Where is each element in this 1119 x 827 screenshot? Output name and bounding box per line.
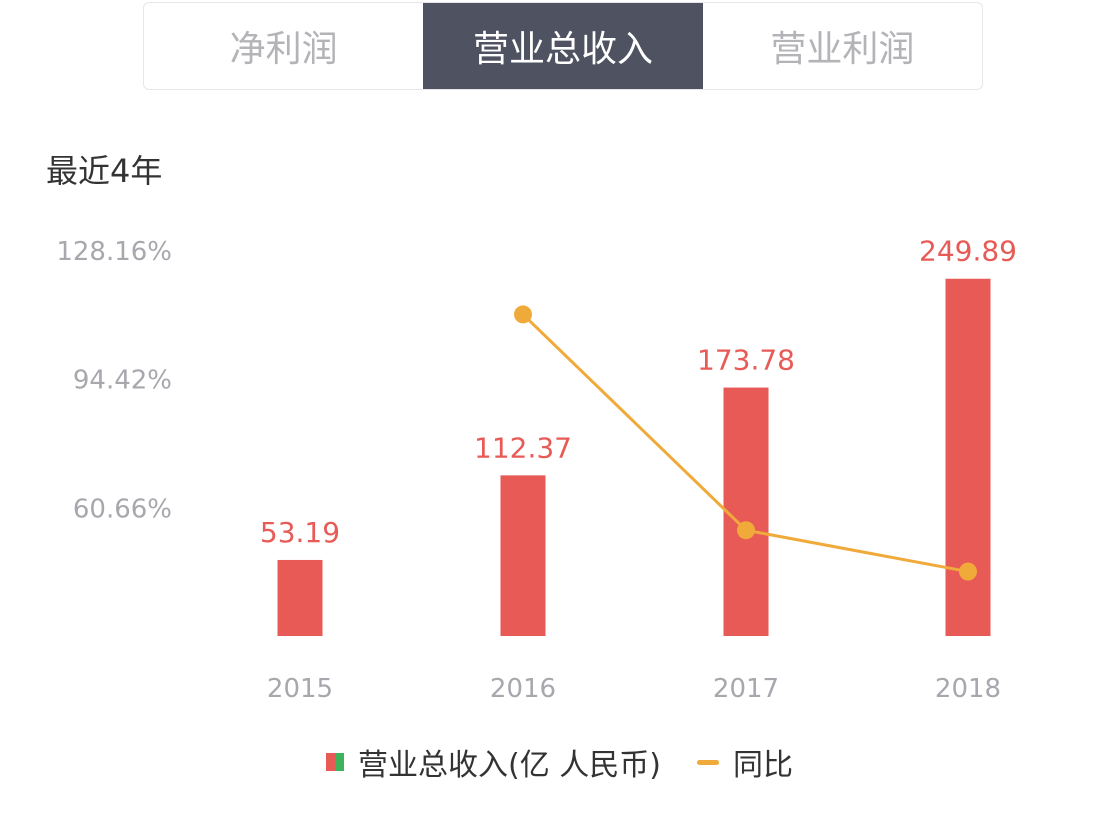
bar-swatch-icon <box>326 753 345 771</box>
line-swatch-icon <box>696 759 719 765</box>
x-axis-tick-label: 2015 <box>267 674 333 704</box>
bar-value-label: 53.19 <box>260 516 340 549</box>
revenue-bar <box>945 278 991 636</box>
legend-item-yoy: 同比 <box>661 740 793 784</box>
tab-net-profit[interactable]: 净利润 <box>229 29 338 70</box>
x-axis-tick-label: 2018 <box>935 674 1001 704</box>
revenue-chart: 60.66% 94.42% 128.16% 53.19 2015 112.37 2016 17… <box>56 235 1017 704</box>
yoy-point <box>959 562 977 581</box>
percent-axis-tick-label: 128.16% <box>56 237 172 267</box>
revenue-bar <box>277 559 323 636</box>
revenue-bar <box>723 387 769 636</box>
yoy-point <box>514 305 532 324</box>
bar-value-label: 112.37 <box>474 431 572 464</box>
x-axis-tick-label: 2016 <box>490 674 556 704</box>
chart-legend: 营业总收入(亿 人民币) 同比 <box>0 737 1119 787</box>
legend-label-revenue: 营业总收入(亿 人民币) <box>358 748 661 783</box>
bar-value-label: 173.78 <box>697 344 795 377</box>
bar-value-label: 249.89 <box>919 235 1017 268</box>
percent-axis-tick-label: 94.42% <box>73 366 172 396</box>
revenue-bar <box>500 475 546 636</box>
metric-tabs: 净利润 营业总收入 营业利润 <box>143 2 983 90</box>
yoy-point <box>737 521 755 540</box>
tab-operating-profit[interactable]: 营业利润 <box>770 29 915 70</box>
legend-item-revenue: 营业总收入(亿 人民币) <box>326 740 661 784</box>
x-axis-tick-label: 2017 <box>713 674 779 704</box>
legend-label-yoy: 同比 <box>732 748 793 783</box>
period-label: 最近4年 <box>46 152 163 190</box>
tab-total-revenue[interactable]: 营业总收入 <box>423 3 703 89</box>
percent-axis-tick-label: 60.66% <box>73 494 172 524</box>
